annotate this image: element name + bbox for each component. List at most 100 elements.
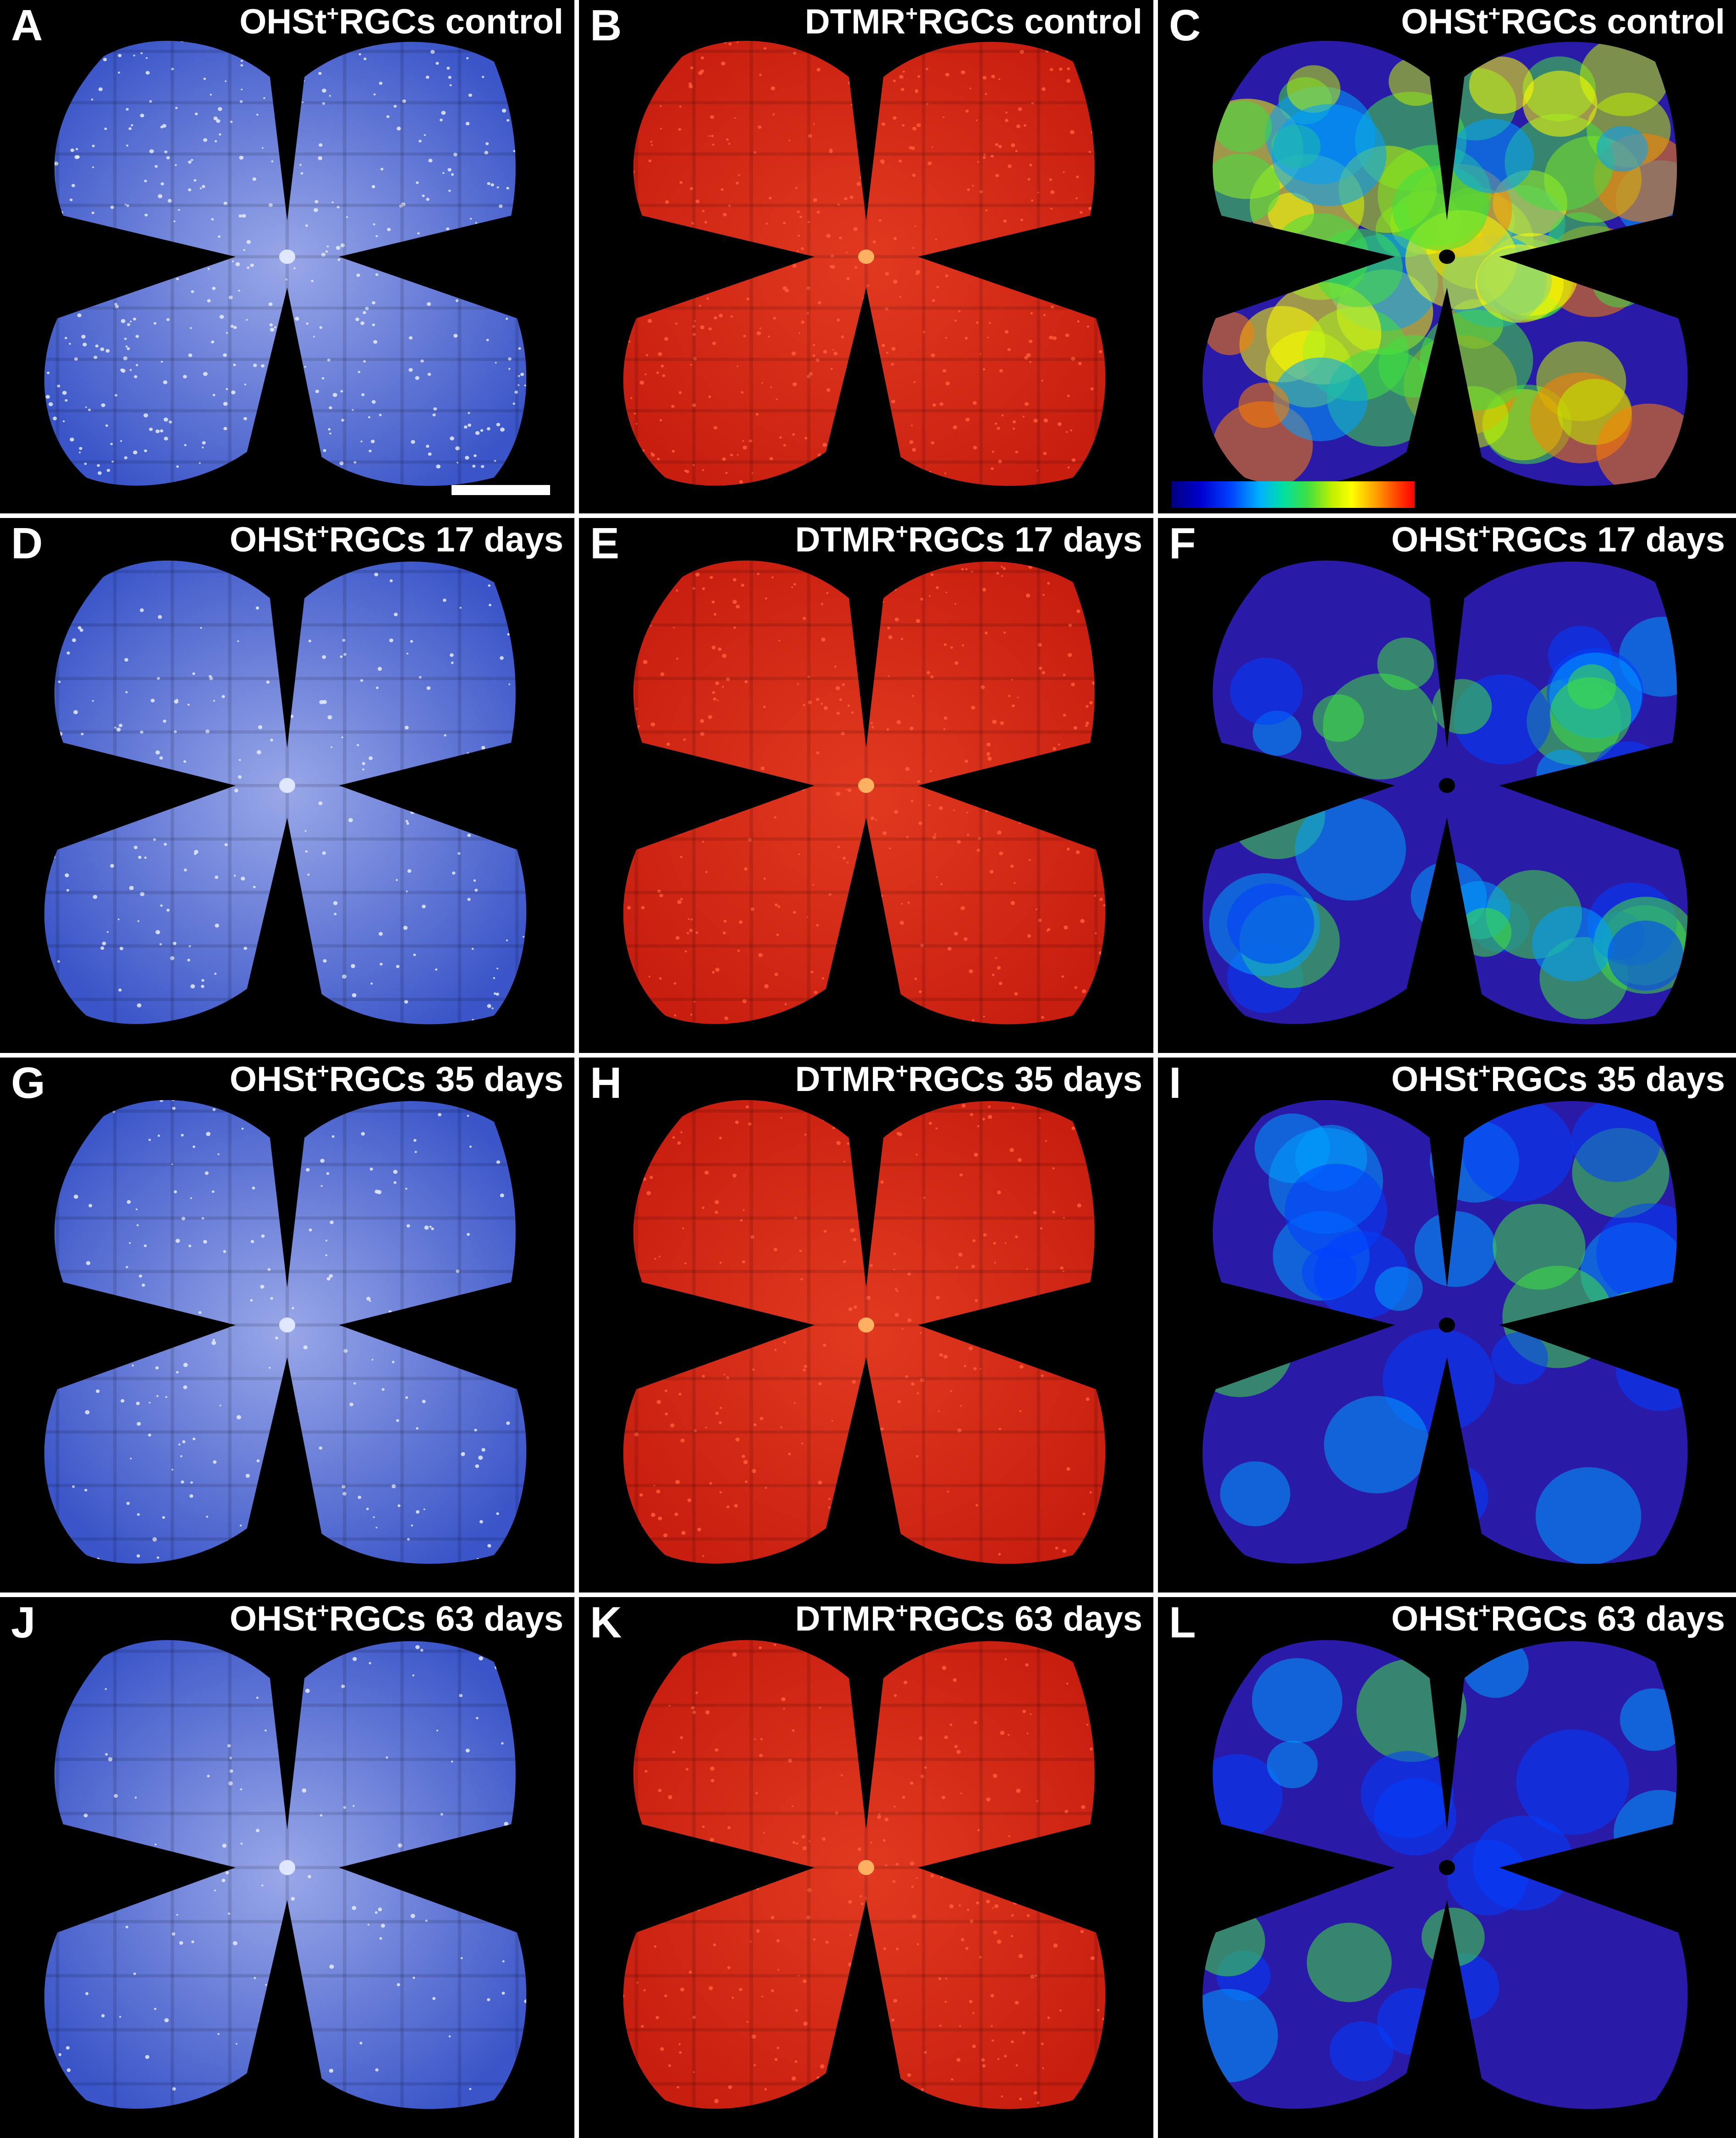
panel-letter: K bbox=[590, 1598, 622, 1647]
retina-flatmount-image bbox=[44, 1100, 527, 1564]
title-post: RGCs 63 days bbox=[329, 1599, 563, 1638]
title-superscript: + bbox=[1488, 1, 1501, 25]
title-superscript: + bbox=[316, 1059, 329, 1083]
panel-title: OHSt+RGCs control bbox=[239, 2, 563, 41]
panel-g: G OHSt+RGCs 35 days bbox=[0, 1058, 579, 1597]
optic-disc bbox=[1438, 1317, 1455, 1333]
title-post: RGCs control bbox=[339, 2, 563, 41]
panel-title: OHSt+RGCs 17 days bbox=[1391, 520, 1725, 559]
optic-disc bbox=[858, 778, 875, 793]
optic-disc bbox=[1438, 1860, 1455, 1875]
panel-title: DTMR+RGCs 35 days bbox=[795, 1059, 1142, 1099]
panel-d: D OHSt+RGCs 17 days bbox=[0, 518, 579, 1058]
title-post: RGCs 35 days bbox=[329, 1060, 563, 1099]
title-post: RGCs 63 days bbox=[908, 1599, 1142, 1638]
panel-letter: H bbox=[590, 1058, 622, 1108]
panel-letter: B bbox=[590, 1, 622, 50]
retina-flatmount-image bbox=[1202, 560, 1688, 1025]
optic-disc bbox=[858, 1317, 875, 1333]
panel-letter: A bbox=[11, 1, 43, 50]
title-pre: OHSt bbox=[1401, 2, 1488, 41]
retina-flatmount-image bbox=[623, 1100, 1106, 1564]
panel-k: K DTMR+RGCs 63 days bbox=[579, 1597, 1158, 2138]
panel-letter: E bbox=[590, 519, 620, 568]
panel-letter: L bbox=[1169, 1598, 1196, 1647]
title-post: RGCs control bbox=[918, 2, 1142, 41]
panel-j: J OHSt+RGCs 63 days bbox=[0, 1597, 579, 2138]
title-pre: OHSt bbox=[1391, 520, 1478, 559]
title-superscript: + bbox=[895, 1598, 908, 1622]
title-superscript: + bbox=[1478, 1598, 1491, 1622]
panel-a: A OHSt+RGCs control bbox=[0, 0, 579, 518]
title-post: RGCs 17 days bbox=[908, 520, 1142, 559]
panel-b: B DTMR+RGCs control bbox=[579, 0, 1158, 518]
scale-bar bbox=[452, 485, 550, 495]
panel-title: OHSt+RGCs 35 days bbox=[1391, 1059, 1725, 1099]
title-post: RGCs 35 days bbox=[1490, 1060, 1725, 1099]
title-pre: OHSt bbox=[239, 2, 327, 41]
title-pre: OHSt bbox=[229, 520, 317, 559]
title-superscript: + bbox=[895, 1059, 908, 1083]
panel-f: F OHSt+RGCs 17 days bbox=[1158, 518, 1736, 1058]
panel-letter: F bbox=[1169, 519, 1196, 568]
panel-letter: G bbox=[11, 1058, 45, 1108]
title-post: RGCs 17 days bbox=[329, 520, 563, 559]
panel-title: OHSt+RGCs 17 days bbox=[229, 520, 563, 559]
panel-title: OHSt+RGCs 35 days bbox=[229, 1059, 563, 1099]
panel-title: OHSt+RGCs control bbox=[1401, 2, 1725, 41]
title-superscript: + bbox=[316, 519, 329, 543]
optic-disc bbox=[279, 1860, 296, 1875]
panel-title: DTMR+RGCs 63 days bbox=[795, 1599, 1142, 1638]
optic-disc bbox=[279, 1317, 296, 1333]
optic-disc bbox=[858, 1860, 875, 1875]
optic-disc bbox=[279, 778, 296, 793]
panel-c: C OHSt+RGCs control bbox=[1158, 0, 1736, 518]
title-pre: OHSt bbox=[1391, 1060, 1478, 1099]
title-pre: OHSt bbox=[229, 1060, 317, 1099]
title-superscript: + bbox=[1478, 1059, 1491, 1083]
title-pre: DTMR bbox=[805, 2, 906, 41]
title-post: RGCs 63 days bbox=[1490, 1599, 1725, 1638]
title-pre: DTMR bbox=[795, 520, 896, 559]
title-post: RGCs 35 days bbox=[908, 1060, 1142, 1099]
title-pre: OHSt bbox=[1391, 1599, 1478, 1638]
panel-letter: I bbox=[1169, 1058, 1181, 1108]
optic-disc bbox=[279, 249, 296, 264]
retina-flatmount-image bbox=[623, 40, 1106, 486]
title-superscript: + bbox=[895, 519, 908, 543]
heatmap-color-scale bbox=[1172, 481, 1415, 508]
retina-flatmount-image bbox=[1202, 1100, 1688, 1564]
panel-title: DTMR+RGCs 17 days bbox=[795, 520, 1142, 559]
title-pre: DTMR bbox=[795, 1060, 896, 1099]
retina-flatmount-image bbox=[623, 560, 1106, 1025]
panel-title: OHSt+RGCs 63 days bbox=[229, 1599, 563, 1638]
panel-letter: C bbox=[1169, 1, 1201, 50]
title-post: RGCs control bbox=[1500, 2, 1725, 41]
panel-letter: J bbox=[11, 1598, 36, 1647]
retina-flatmount-image bbox=[44, 1640, 527, 2109]
title-superscript: + bbox=[316, 1598, 329, 1622]
retina-texture bbox=[1202, 40, 1688, 486]
title-superscript: + bbox=[905, 1, 918, 25]
panel-letter: D bbox=[11, 519, 43, 568]
panel-i: I OHSt+RGCs 35 days bbox=[1158, 1058, 1736, 1597]
title-pre: OHSt bbox=[229, 1599, 317, 1638]
panel-e: E DTMR+RGCs 17 days bbox=[579, 518, 1158, 1058]
optic-disc bbox=[1438, 249, 1455, 264]
title-superscript: + bbox=[326, 1, 339, 25]
retina-flatmount-image bbox=[1202, 1640, 1688, 2109]
title-superscript: + bbox=[1478, 519, 1491, 543]
retina-flatmount-image bbox=[44, 40, 527, 486]
optic-disc bbox=[1438, 778, 1455, 793]
title-post: RGCs 17 days bbox=[1490, 520, 1725, 559]
panel-l: L OHSt+RGCs 63 days bbox=[1158, 1597, 1736, 2138]
retina-flatmount-image bbox=[623, 1640, 1106, 2109]
retina-flatmount-image bbox=[44, 560, 527, 1025]
panel-h: H DTMR+RGCs 35 days bbox=[579, 1058, 1158, 1597]
title-pre: DTMR bbox=[795, 1599, 896, 1638]
panel-title: DTMR+RGCs control bbox=[805, 2, 1142, 41]
optic-disc bbox=[858, 249, 875, 264]
retina-flatmount-image bbox=[1202, 40, 1688, 486]
panel-title: OHSt+RGCs 63 days bbox=[1391, 1599, 1725, 1638]
